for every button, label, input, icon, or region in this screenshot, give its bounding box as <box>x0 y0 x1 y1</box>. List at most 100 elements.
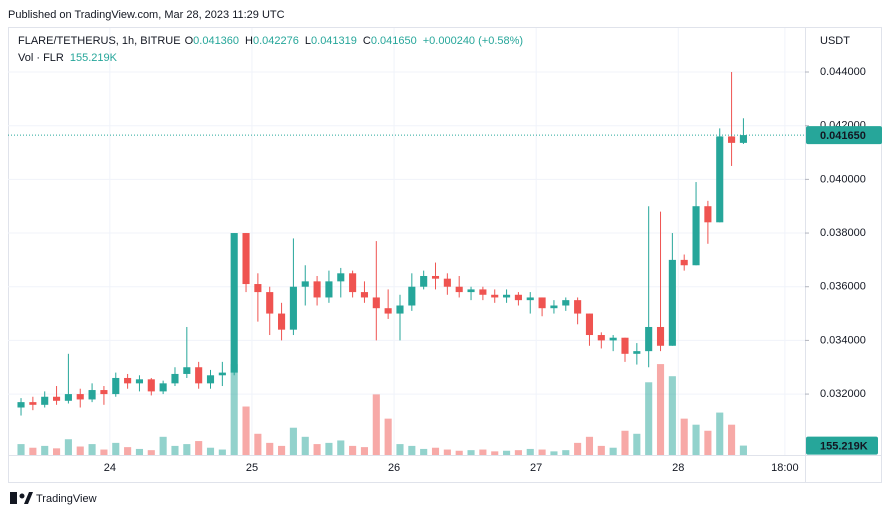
candle-body <box>503 294 511 298</box>
volume-bar <box>112 442 120 455</box>
candle-body <box>171 373 179 384</box>
y-tick-label: 0.036000 <box>820 281 866 293</box>
candle-body <box>64 394 72 401</box>
last-volume-label: 155.219K <box>820 440 868 452</box>
candle-body <box>325 281 333 298</box>
candle-body <box>585 313 594 336</box>
candle-body <box>76 394 84 400</box>
volume-bar <box>443 449 451 455</box>
volume-bar <box>431 447 440 455</box>
legend-change: +0.000240 (+0.58%) <box>423 35 523 47</box>
candle-body <box>218 372 226 376</box>
candle-body <box>159 383 167 392</box>
volume-bar <box>266 442 274 455</box>
candle-body <box>609 337 617 341</box>
volume-bar <box>135 448 144 455</box>
y-tick-label: 0.032000 <box>820 388 866 400</box>
volume-bar <box>538 449 546 455</box>
volume-bar <box>491 451 499 455</box>
candle-body <box>135 379 144 384</box>
volume-bar <box>396 444 404 455</box>
y-tick-label: 0.040000 <box>820 173 866 185</box>
candle-body <box>408 286 416 306</box>
published-note: Published on TradingView.com, Mar 28, 20… <box>8 9 285 21</box>
candle-body <box>526 297 534 301</box>
candle-body <box>633 351 641 354</box>
candle-body <box>668 259 676 346</box>
legend-label: O <box>185 35 194 47</box>
volume-bar <box>455 450 463 455</box>
candle-body <box>254 284 262 293</box>
candle-body <box>739 135 747 143</box>
candle-body <box>313 281 321 298</box>
volume-bar <box>562 450 570 455</box>
volume-bar <box>597 445 605 455</box>
candle-body <box>183 367 191 374</box>
legend-label: L <box>305 35 311 47</box>
volume-bar <box>739 445 747 455</box>
volume-bar <box>289 427 297 455</box>
volume-bar <box>195 441 203 455</box>
candle-body <box>514 294 522 301</box>
volume-bar <box>337 440 345 455</box>
volume-bar <box>479 449 487 455</box>
volume-bar <box>550 451 558 455</box>
x-tick-label: 24 <box>104 462 116 474</box>
volume-bar <box>313 444 321 455</box>
y-tick-label: 0.044000 <box>820 66 866 78</box>
candle-body <box>491 294 499 298</box>
candle-body <box>372 297 380 309</box>
volume-bar <box>645 382 653 455</box>
volume-bar <box>716 412 724 455</box>
volume-bar <box>124 447 132 455</box>
candle-body <box>41 396 49 405</box>
candle-body <box>384 308 392 314</box>
legend-label: H <box>245 35 253 47</box>
legend-value: 0.041319 <box>311 35 357 47</box>
brand: TradingView <box>36 493 97 505</box>
currency: USDT <box>820 35 850 47</box>
volume-bar <box>692 424 700 455</box>
candle-body <box>562 300 570 306</box>
candle-body <box>195 367 203 384</box>
volume-bar <box>254 433 262 455</box>
candle-body <box>88 390 96 400</box>
candle-body <box>242 233 250 285</box>
volume-bar <box>467 450 475 455</box>
candle-body <box>17 402 25 408</box>
volume-bar <box>76 446 84 455</box>
volume-bar <box>704 430 712 455</box>
x-tick-label: 28 <box>672 462 684 474</box>
candle-body <box>53 396 61 401</box>
volume-bar <box>17 444 25 455</box>
candle-body <box>147 379 155 392</box>
last-price-box <box>806 126 882 145</box>
volume-bar <box>29 447 37 455</box>
last-price-label: 0.041650 <box>820 130 866 142</box>
candle-body <box>420 275 428 287</box>
volume-bar <box>621 430 629 455</box>
volume-bar <box>147 450 155 455</box>
candle-body <box>704 206 712 223</box>
y-tick-label: 0.038000 <box>820 227 866 239</box>
candle-body <box>349 273 357 293</box>
volume-bar <box>585 436 594 455</box>
y-tick-label: 0.034000 <box>820 334 866 346</box>
volume-bar <box>230 364 238 455</box>
candle-body <box>550 305 558 309</box>
volume-bar <box>503 450 511 455</box>
x-tick-label: 26 <box>388 462 400 474</box>
last-volume-box <box>806 436 878 455</box>
candle-body <box>716 136 724 223</box>
volume-bar <box>218 449 226 455</box>
volume-bar <box>360 447 369 455</box>
volume-legend: Vol · FLR 155.219K <box>18 52 118 64</box>
candle-body <box>455 286 463 293</box>
legend-value: 0.041650 <box>371 35 417 47</box>
volume-bar <box>88 444 96 455</box>
volume-bar <box>514 450 522 455</box>
candle-body <box>289 286 297 330</box>
volume-bar <box>242 406 250 455</box>
candle-body <box>443 278 451 287</box>
